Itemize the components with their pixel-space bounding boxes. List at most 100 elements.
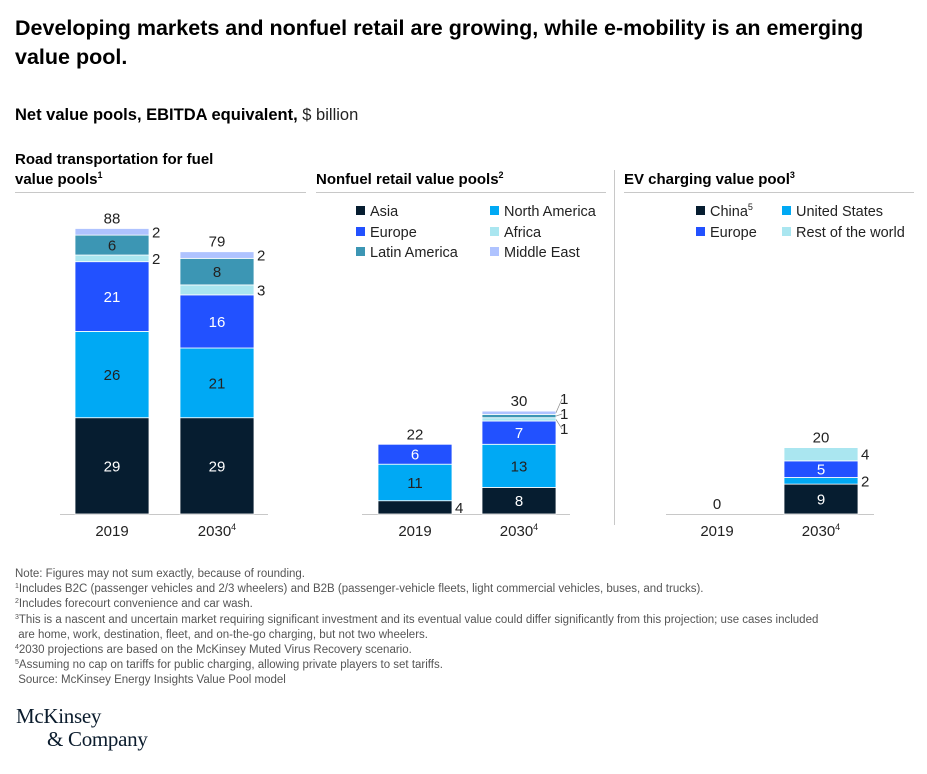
subtitle-measure: Net value pools, EBITDA equivalent, xyxy=(15,106,298,124)
legend-label: Rest of the world xyxy=(796,224,905,241)
footnote-number: 5 xyxy=(15,659,19,667)
data-label: 8 xyxy=(515,493,523,510)
total-label: 88 xyxy=(104,210,121,227)
data-label: 26 xyxy=(104,367,121,384)
data-label: 16 xyxy=(209,314,226,331)
total-label: 0 xyxy=(713,496,721,513)
x-tick-label: 20304 xyxy=(802,522,840,540)
footnote-ref: 4 xyxy=(835,522,840,532)
data-label: 2 xyxy=(861,473,869,490)
legend-item-latin-america: Latin America xyxy=(356,243,458,263)
footnote-ref: 4 xyxy=(231,522,236,532)
legend-label: Asia xyxy=(370,204,399,220)
legend-swatch xyxy=(490,206,499,215)
data-label: 29 xyxy=(209,458,226,475)
bar-segment-north-america xyxy=(481,443,557,488)
data-label: 11 xyxy=(407,475,423,492)
x-tick-label: 2019 xyxy=(700,523,733,540)
data-label: 6 xyxy=(108,238,116,255)
bar-segment-middle-east xyxy=(179,251,255,259)
legend-label: Europe xyxy=(370,224,417,241)
legend-swatch xyxy=(356,226,365,236)
legend-swatch xyxy=(356,247,365,256)
panel-rule-fuel xyxy=(15,192,306,193)
legend-item-middle-east: Middle East xyxy=(490,243,580,263)
footnote-ref: 4 xyxy=(533,522,538,532)
x-tick-label: 20304 xyxy=(198,522,236,540)
bar-segment-europe xyxy=(74,261,150,332)
legend-swatch xyxy=(356,206,365,215)
data-label: 3 xyxy=(257,282,265,299)
legend-item-europe: Europe xyxy=(356,223,417,243)
legend-label: United States xyxy=(796,204,884,220)
footnote-line: 3This is a nascent and uncertain market … xyxy=(15,613,819,626)
legend-label: Europe xyxy=(710,224,757,241)
footnote-ref: 3 xyxy=(789,170,795,180)
footnote-line: 5Assuming no cap on tariffs for public c… xyxy=(15,659,443,672)
leader-line xyxy=(555,398,563,413)
footnotes: Note: Figures may not sum exactly, becau… xyxy=(15,567,920,689)
bar-segment-europe xyxy=(377,443,453,465)
panel-rule-ev xyxy=(624,192,914,193)
data-label: 2 xyxy=(152,224,160,241)
data-label: 8 xyxy=(213,264,221,281)
data-label: 4 xyxy=(455,500,463,517)
panel-title-fuel-line2: value pools xyxy=(15,171,98,188)
panel-rule-nonfuel xyxy=(316,192,606,193)
x-tick-label: 20304 xyxy=(500,522,538,540)
bar-segment-africa xyxy=(481,417,557,422)
bar-segment-middle-east xyxy=(74,228,150,236)
footnote-line: Source: McKinsey Energy Insights Value P… xyxy=(15,674,286,687)
footnote-line: 42030 projections are based on the McKin… xyxy=(15,644,412,657)
bar-segment-latin-america xyxy=(481,413,557,419)
legend-item-rest-of-the-world: Rest of the world xyxy=(782,223,905,243)
total-label: 30 xyxy=(511,393,528,410)
data-label: 4 xyxy=(861,447,869,464)
legend-item-africa: Africa xyxy=(490,223,541,243)
data-label: 1 xyxy=(560,391,568,408)
legend-label: Middle East xyxy=(504,245,580,261)
bar-segment-north-america xyxy=(377,463,453,502)
data-label: 5 xyxy=(817,462,825,479)
bar-segment-asia xyxy=(74,417,150,515)
panel-title-ev: EV charging value pool3 xyxy=(624,170,795,190)
data-label: 2 xyxy=(257,248,265,265)
bar-segment-north-america xyxy=(179,347,255,419)
footnote-number: 4 xyxy=(15,644,19,652)
panel-title-nonfuel-text: Nonfuel retail value pools xyxy=(316,171,499,188)
legend-label: Africa xyxy=(504,224,542,241)
leader-line xyxy=(555,413,563,417)
data-label: 7 xyxy=(515,425,523,442)
bar-segment-asia xyxy=(481,487,557,515)
footnote-ref: 2 xyxy=(498,170,504,180)
total-label: 22 xyxy=(407,426,424,443)
bar-segment-north-america xyxy=(74,330,150,419)
data-label: 21 xyxy=(209,375,226,392)
logo-line1: McKinsey xyxy=(16,704,102,728)
footnote-line: Note: Figures may not sum exactly, becau… xyxy=(15,568,305,580)
data-label: 1 xyxy=(560,421,568,438)
data-label: 9 xyxy=(817,492,825,509)
panel-divider xyxy=(614,170,615,525)
legend-label: North America xyxy=(504,204,596,220)
footnote-ref: 1 xyxy=(97,170,103,180)
data-label: 2 xyxy=(152,251,160,268)
bar-segment-asia xyxy=(377,500,453,515)
legend-swatch xyxy=(782,226,791,236)
footnote-number: 1 xyxy=(15,583,19,591)
legend-item-asia: Asia xyxy=(356,202,398,222)
data-label: 1 xyxy=(560,406,568,423)
total-label: 79 xyxy=(209,234,226,251)
legend-swatch xyxy=(696,226,705,236)
bar-segment-middle-east xyxy=(481,410,557,415)
bar-segment-africa xyxy=(74,254,150,263)
leader-line xyxy=(555,419,563,430)
panel-title-ev-text: EV charging value pool xyxy=(624,171,790,188)
data-label: 6 xyxy=(411,447,419,464)
panel-title-fuel: Road transportation for fuel value pools… xyxy=(15,150,213,190)
data-label: 13 xyxy=(511,458,528,475)
logo-line2: & Company xyxy=(47,727,148,751)
footnote-ref: 5 xyxy=(747,202,753,212)
chart-canvas: 2019292621622882030429211683279201911642… xyxy=(60,210,874,540)
bar-segment-africa xyxy=(179,284,255,296)
